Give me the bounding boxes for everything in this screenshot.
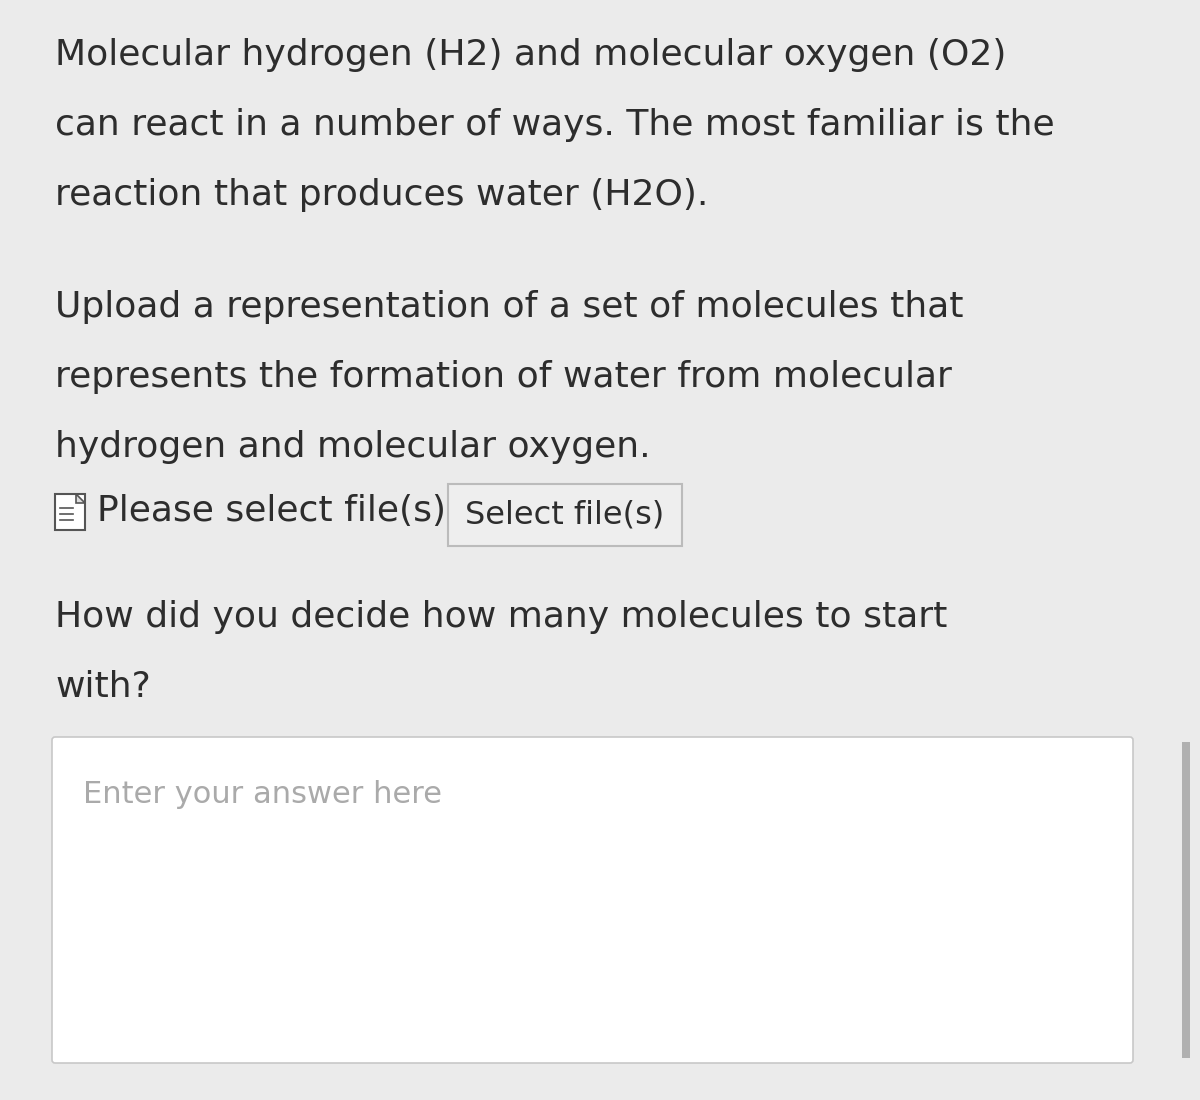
FancyBboxPatch shape (55, 494, 85, 530)
Polygon shape (76, 494, 85, 503)
Text: can react in a number of ways. The most familiar is the: can react in a number of ways. The most … (55, 108, 1055, 142)
Text: represents the formation of water from molecular: represents the formation of water from m… (55, 360, 952, 394)
Text: hydrogen and molecular oxygen.: hydrogen and molecular oxygen. (55, 430, 650, 464)
FancyBboxPatch shape (448, 484, 682, 546)
FancyBboxPatch shape (52, 737, 1133, 1063)
Text: Molecular hydrogen (H2) and molecular oxygen (O2): Molecular hydrogen (H2) and molecular ox… (55, 39, 1007, 72)
Text: How did you decide how many molecules to start: How did you decide how many molecules to… (55, 600, 947, 634)
Text: Enter your answer here: Enter your answer here (83, 780, 442, 808)
Text: with?: with? (55, 670, 151, 704)
Text: Upload a representation of a set of molecules that: Upload a representation of a set of mole… (55, 290, 964, 324)
Text: Select file(s): Select file(s) (466, 499, 665, 530)
Text: reaction that produces water (H2O).: reaction that produces water (H2O). (55, 178, 708, 212)
Text: Please select file(s): Please select file(s) (97, 494, 446, 528)
Bar (1182, 742, 1190, 1058)
